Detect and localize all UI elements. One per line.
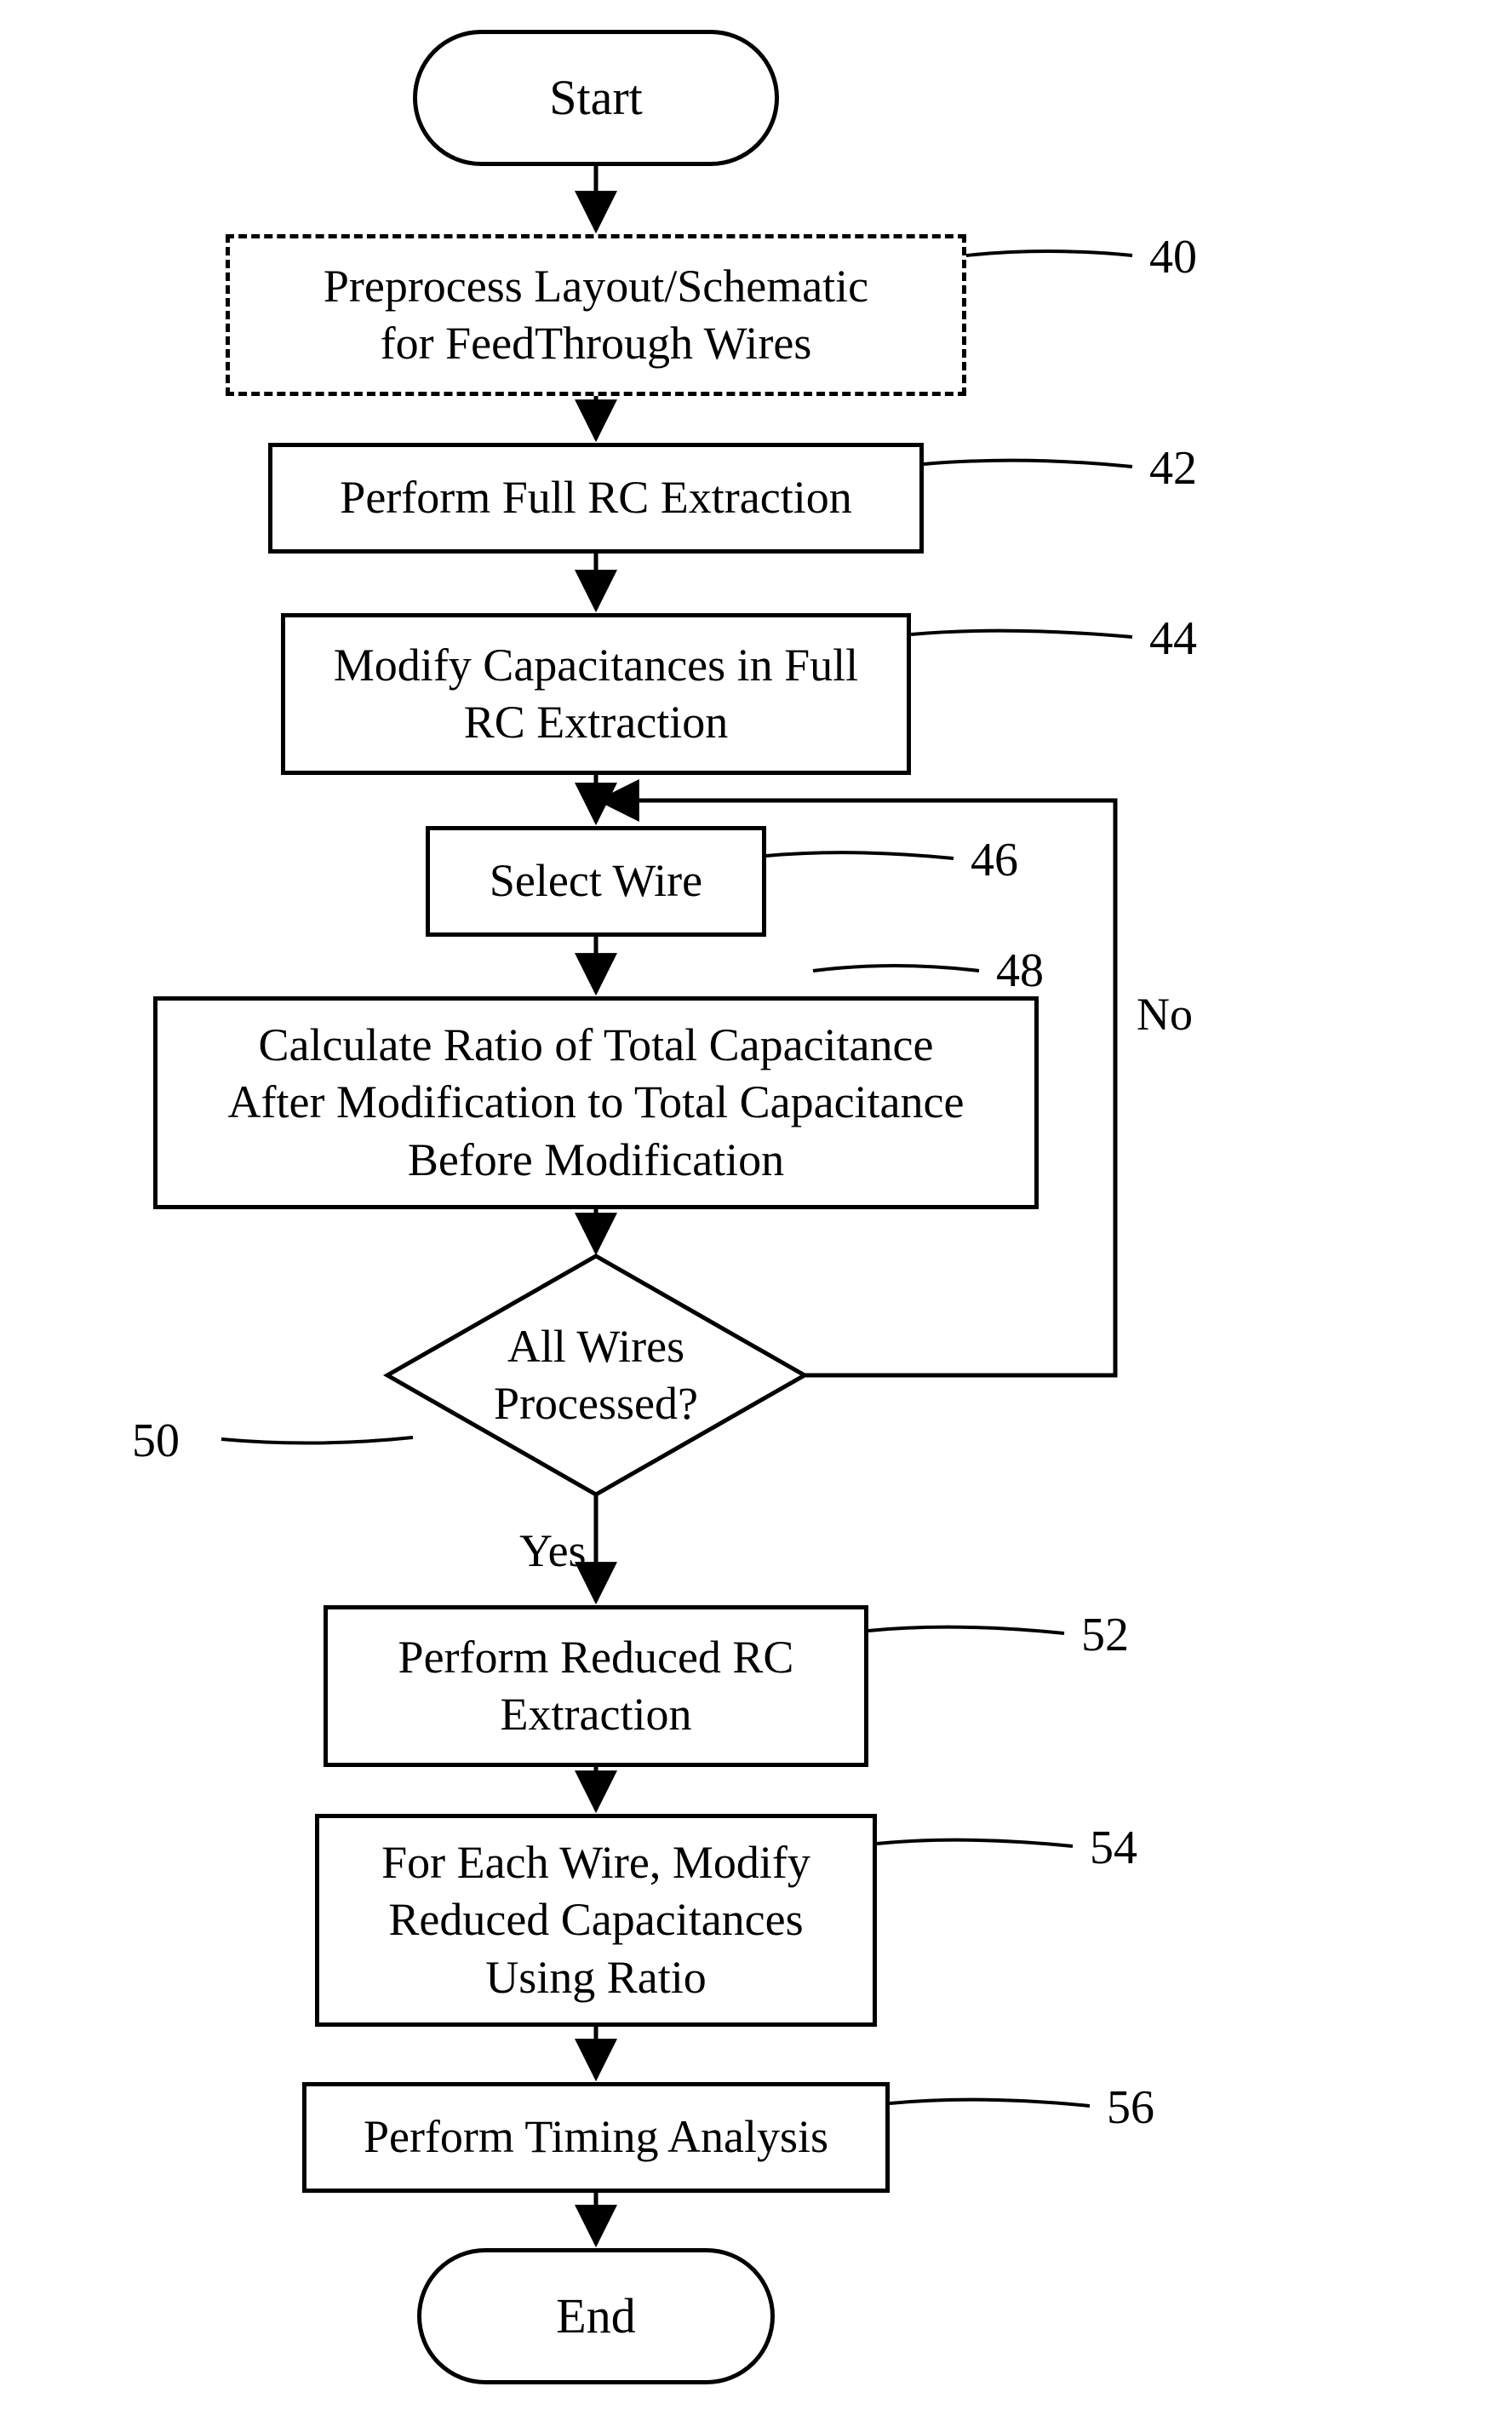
- ref-44: 44: [1149, 611, 1197, 666]
- reduced-node: Perform Reduced RC Extraction: [324, 1605, 868, 1767]
- ref-56: 56: [1107, 2080, 1154, 2135]
- select-node: Select Wire: [426, 826, 766, 937]
- no-label: No: [1137, 988, 1193, 1041]
- ref-50: 50: [132, 1414, 180, 1468]
- reduced-label: Perform Reduced RC Extraction: [398, 1629, 794, 1744]
- start-label: Start: [549, 67, 643, 129]
- timing-label: Perform Timing Analysis: [364, 2108, 828, 2166]
- ref-54: 54: [1090, 1821, 1137, 1875]
- decision-label: All Wires Processed?: [494, 1318, 698, 1433]
- calc-node: Calculate Ratio of Total Capacitance Aft…: [153, 996, 1039, 1209]
- start-node: Start: [413, 30, 779, 166]
- ref-48: 48: [996, 944, 1044, 998]
- modcap-label: Modify Capacitances in Full RC Extractio…: [334, 637, 858, 752]
- fullrc-node: Perform Full RC Extraction: [268, 443, 924, 554]
- decision-node: All Wires Processed?: [387, 1303, 805, 1448]
- end-label: End: [556, 2286, 635, 2348]
- modred-label: For Each Wire, Modify Reduced Capacitanc…: [381, 1834, 810, 2007]
- ref-40: 40: [1149, 230, 1197, 284]
- modred-node: For Each Wire, Modify Reduced Capacitanc…: [315, 1814, 877, 2027]
- ref-52: 52: [1081, 1608, 1129, 1662]
- flowchart-canvas: Start Preprocess Layout/Schematic for Fe…: [0, 0, 1512, 2421]
- select-label: Select Wire: [490, 852, 702, 910]
- modcap-node: Modify Capacitances in Full RC Extractio…: [281, 613, 911, 775]
- timing-node: Perform Timing Analysis: [302, 2082, 890, 2193]
- end-node: End: [417, 2248, 775, 2384]
- preprocess-node: Preprocess Layout/Schematic for FeedThro…: [226, 234, 966, 396]
- calc-label: Calculate Ratio of Total Capacitance Aft…: [228, 1017, 965, 1190]
- yes-label: Yes: [519, 1524, 587, 1577]
- preprocess-label: Preprocess Layout/Schematic for FeedThro…: [324, 258, 868, 373]
- ref-42: 42: [1149, 441, 1197, 496]
- ref-46: 46: [971, 833, 1018, 887]
- fullrc-label: Perform Full RC Extraction: [340, 469, 851, 527]
